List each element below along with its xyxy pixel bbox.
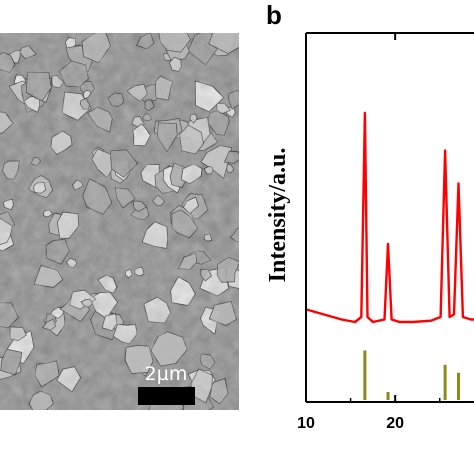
panel-label-b: b (266, 0, 282, 30)
scale-bar: 2µm (138, 363, 195, 405)
sem-image-panel: 2µm (0, 33, 239, 410)
scale-bar-label: 2µm (145, 363, 188, 385)
y-axis-label: Intensity/a.u. (265, 148, 291, 283)
xrd-pattern-line (305, 111, 474, 324)
x-tick-label-20: 20 (386, 415, 404, 432)
x-tick-label-10: 10 (297, 415, 315, 432)
